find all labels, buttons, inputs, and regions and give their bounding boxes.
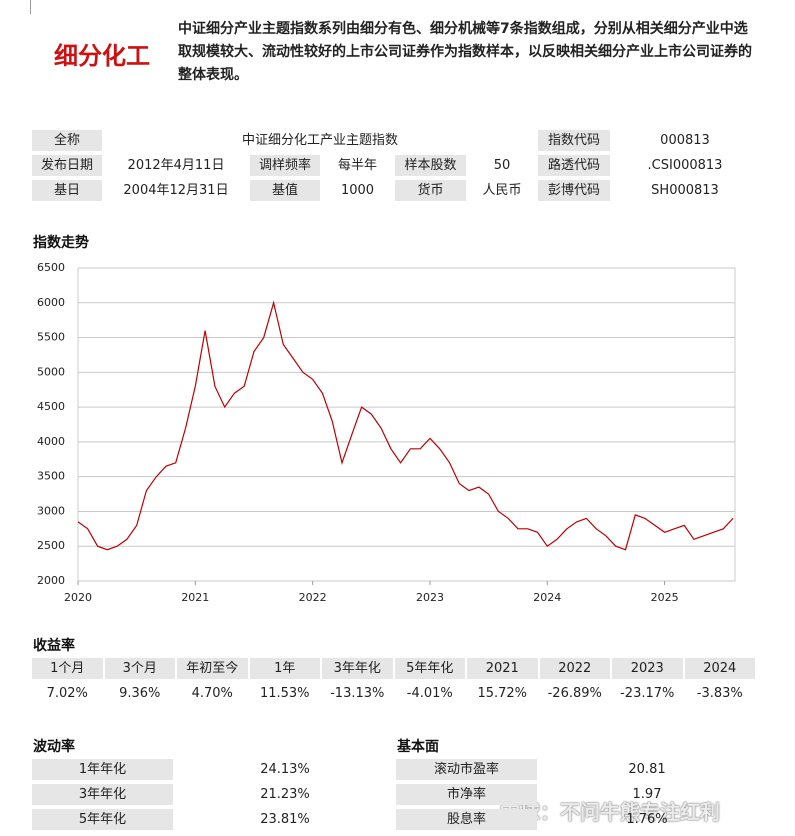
fundamentals-label: 滚动市盈率 bbox=[396, 759, 537, 780]
returns-header: 2023 bbox=[612, 658, 683, 679]
info-label: 基值 bbox=[250, 180, 320, 201]
volatility-value: 24.13% bbox=[260, 762, 310, 777]
info-label: 路透代码 bbox=[538, 155, 610, 176]
x-tick-label: 2023 bbox=[416, 591, 444, 604]
returns-value: -23.17% bbox=[620, 686, 675, 701]
volatility-value: 23.81% bbox=[260, 812, 310, 827]
info-label: 彭博代码 bbox=[538, 180, 610, 201]
info-value: SH000813 bbox=[651, 183, 719, 198]
returns-value: -13.13% bbox=[330, 686, 385, 701]
returns-value: 15.72% bbox=[477, 686, 528, 701]
y-tick-label: 2000 bbox=[37, 574, 65, 587]
info-value: 每半年 bbox=[337, 158, 377, 173]
info-value: .CSI000813 bbox=[647, 158, 723, 173]
y-tick-label: 3500 bbox=[37, 470, 65, 483]
returns-header: 1个月 bbox=[32, 658, 103, 679]
info-label: 调样频率 bbox=[250, 155, 320, 176]
info-label: 指数代码 bbox=[538, 130, 610, 151]
volatility-label: 1年年化 bbox=[32, 759, 173, 780]
y-tick-label: 4000 bbox=[37, 435, 65, 448]
returns-header: 2021 bbox=[467, 658, 538, 679]
fundamentals-label: 市净率 bbox=[396, 784, 537, 805]
x-tick-label: 2025 bbox=[651, 591, 679, 604]
info-value: 1000 bbox=[340, 183, 375, 198]
info-value: 50 bbox=[493, 158, 511, 173]
info-value: 中证细分化工产业主题指数 bbox=[241, 133, 398, 148]
returns-value: -26.89% bbox=[547, 686, 602, 701]
y-tick-label: 4500 bbox=[37, 400, 65, 413]
fundamentals-label: 股息率 bbox=[396, 809, 537, 830]
header-description: 中证细分产业主题指数系列由细分有色、细分机械等7条指数组成，分别从相关细分产业中… bbox=[178, 21, 752, 83]
x-tick-label: 2022 bbox=[299, 591, 327, 604]
returns-header: 1年 bbox=[249, 658, 320, 679]
y-tick-label: 6500 bbox=[37, 261, 65, 274]
y-tick-label: 5000 bbox=[37, 365, 65, 378]
chart: 2000 2500 3000 3500 4000 4500 5000 5500 6000 6500… bbox=[37, 261, 736, 604]
index-line bbox=[77, 300, 734, 551]
y-tick-label: 5500 bbox=[37, 331, 65, 344]
returns-value: -4.01% bbox=[406, 686, 453, 701]
info-value: 2004年12月31日 bbox=[123, 183, 229, 198]
returns-value: 11.53% bbox=[259, 686, 310, 701]
info-label: 发布日期 bbox=[32, 155, 102, 176]
returns-header: 3个月 bbox=[104, 658, 175, 679]
y-tick-label: 3000 bbox=[37, 504, 65, 517]
x-tick-label: 2020 bbox=[64, 591, 92, 604]
info-label: 全称 bbox=[32, 130, 102, 151]
x-tick-label: 2021 bbox=[181, 591, 209, 604]
x-tick-label: 2024 bbox=[533, 591, 561, 604]
returns-header: 2022 bbox=[539, 658, 610, 679]
volatility-title: 波动率 bbox=[33, 739, 75, 755]
info-label: 样本股数 bbox=[395, 155, 466, 176]
fundamentals-title: 基本面 bbox=[397, 739, 439, 755]
border-line bbox=[30, 0, 31, 14]
returns-value: 4.70% bbox=[191, 686, 233, 701]
fundamentals-value: 1.97 bbox=[632, 787, 662, 802]
returns-value: 9.36% bbox=[119, 686, 161, 701]
returns-value: 7.02% bbox=[46, 686, 88, 701]
y-tick-label: 6000 bbox=[37, 296, 65, 309]
fundamentals-value: 1.76% bbox=[626, 812, 668, 827]
info-label: 基日 bbox=[32, 180, 102, 201]
fundamentals-value: 20.81 bbox=[628, 762, 666, 777]
plot-frame bbox=[77, 267, 736, 582]
volatility-label: 3年年化 bbox=[32, 784, 173, 805]
returns-header: 2024 bbox=[684, 658, 755, 679]
info-value: 000813 bbox=[660, 133, 710, 148]
returns-header: 3年年化 bbox=[322, 658, 393, 679]
volatility-label: 5年年化 bbox=[32, 809, 173, 830]
info-value: 人民币 bbox=[482, 183, 522, 198]
returns-title: 收益率 bbox=[33, 638, 75, 654]
returns-header: 年初至今 bbox=[177, 658, 248, 679]
returns-header: 5年年化 bbox=[394, 658, 465, 679]
y-tick-label: 2500 bbox=[37, 539, 65, 552]
volatility-value: 21.23% bbox=[260, 787, 310, 802]
header-title: 细分化工 bbox=[54, 42, 150, 70]
returns-value: -3.83% bbox=[696, 686, 743, 701]
info-value: 2012年4月11日 bbox=[127, 158, 225, 173]
info-label: 货币 bbox=[395, 180, 466, 201]
chart-title: 指数走势 bbox=[33, 235, 89, 251]
